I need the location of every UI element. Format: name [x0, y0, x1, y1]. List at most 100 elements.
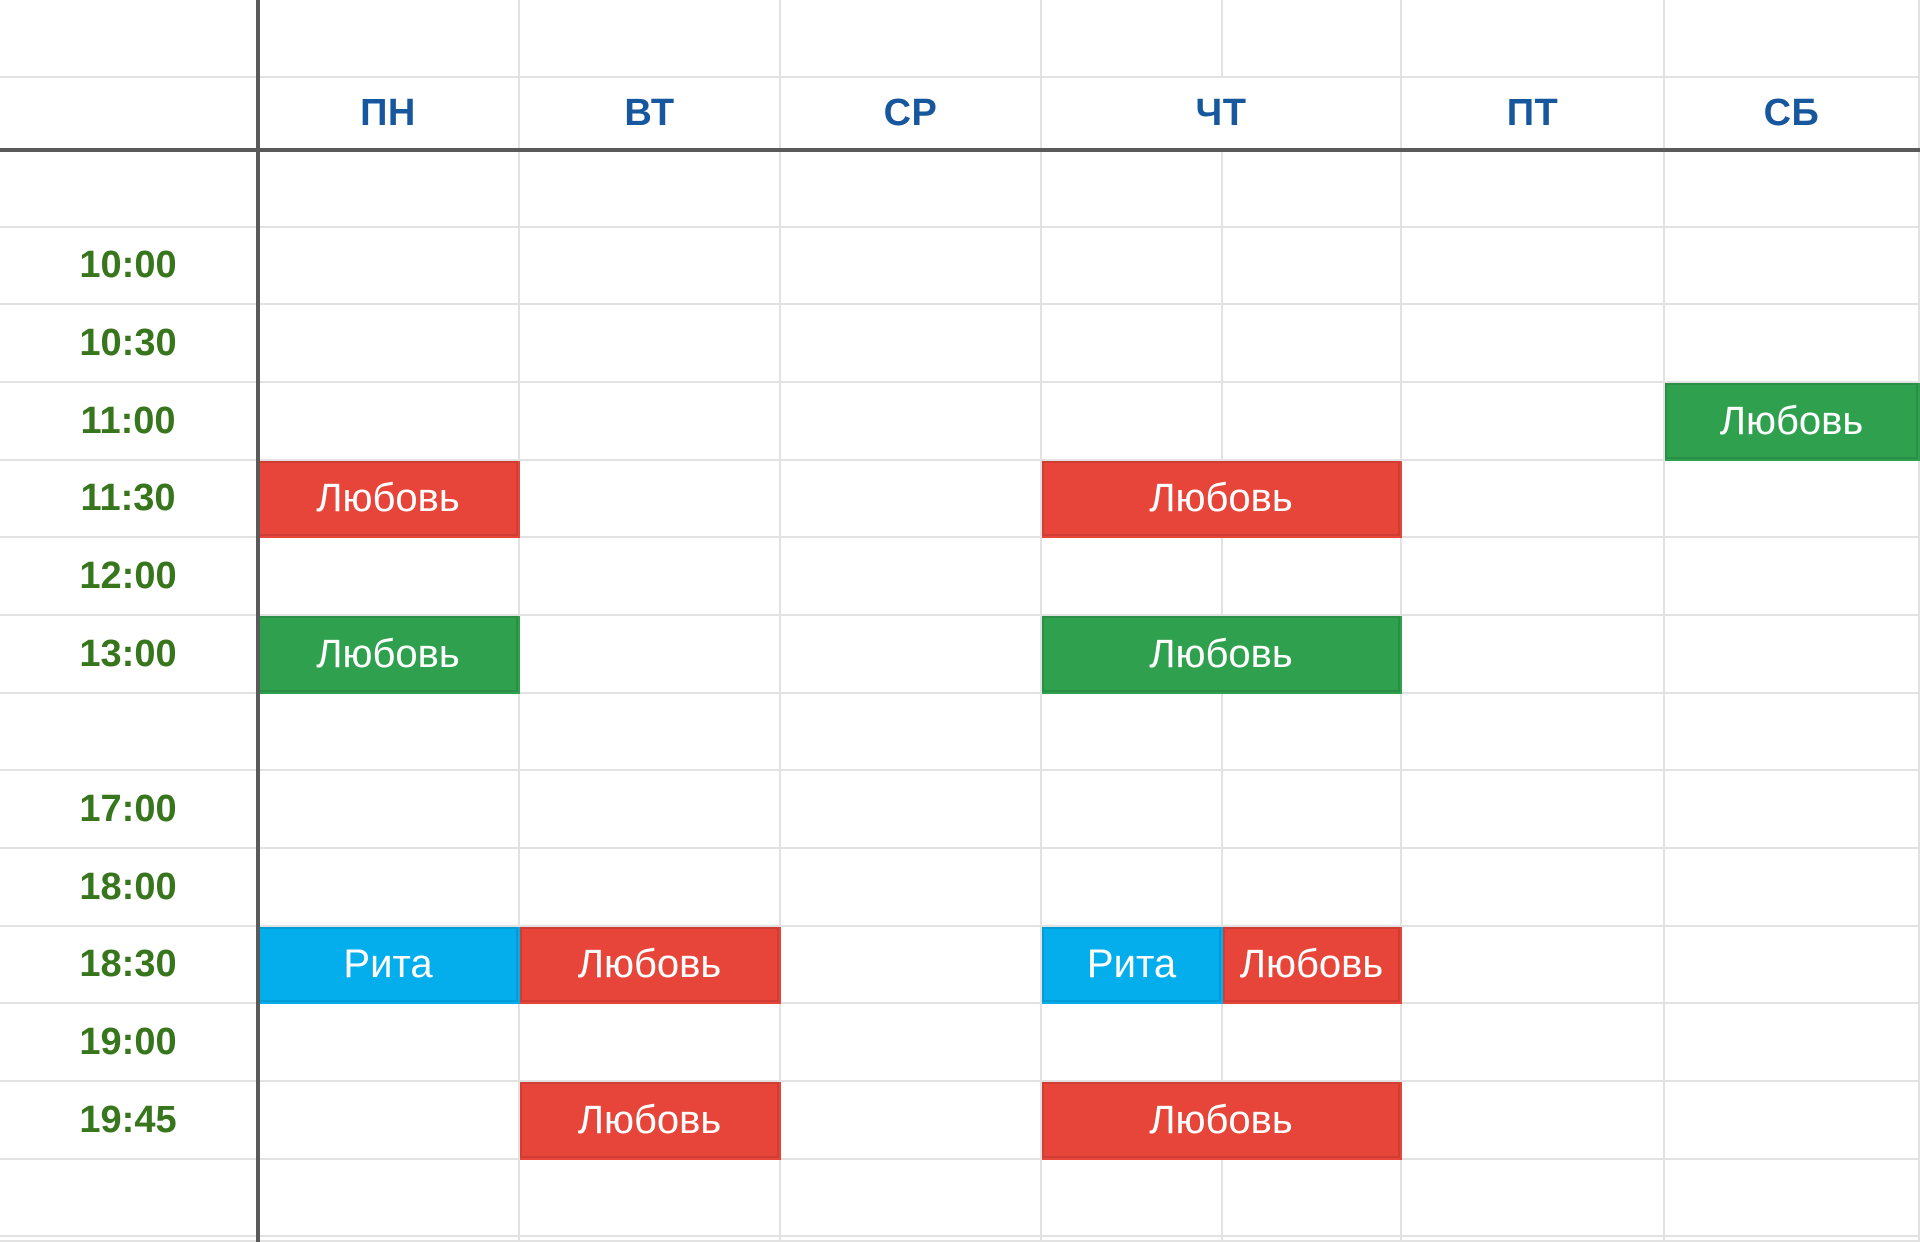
grid-cell[interactable] — [258, 538, 520, 616]
grid-cell[interactable] — [1223, 228, 1402, 305]
grid-cell[interactable] — [1402, 1082, 1665, 1160]
time-header-cell[interactable] — [0, 78, 258, 150]
grid-cell[interactable] — [258, 383, 520, 461]
grid-cell[interactable] — [781, 771, 1042, 849]
grid-cell[interactable] — [1223, 1237, 1402, 1242]
event-block[interactable]: Любовь — [520, 1082, 781, 1160]
grid-cell[interactable] — [1665, 616, 1920, 694]
grid-cell[interactable] — [1665, 1237, 1920, 1242]
grid-cell[interactable] — [1042, 1160, 1223, 1237]
grid-cell[interactable] — [781, 616, 1042, 694]
grid-cell[interactable] — [1402, 849, 1665, 927]
grid-cell[interactable] — [1042, 0, 1223, 78]
grid-cell[interactable] — [1402, 616, 1665, 694]
grid-cell[interactable] — [1223, 538, 1402, 616]
grid-cell[interactable] — [1402, 305, 1665, 383]
grid-cell[interactable] — [520, 0, 781, 78]
grid-cell[interactable] — [520, 1004, 781, 1082]
grid-cell[interactable] — [1042, 383, 1223, 461]
grid-cell[interactable] — [258, 771, 520, 849]
grid-cell[interactable] — [520, 694, 781, 771]
grid-cell[interactable] — [781, 538, 1042, 616]
grid-cell[interactable] — [1223, 383, 1402, 461]
grid-cell[interactable] — [258, 150, 520, 228]
grid-cell[interactable] — [1665, 771, 1920, 849]
grid-cell[interactable] — [781, 1237, 1042, 1242]
grid-cell[interactable] — [1402, 771, 1665, 849]
grid-cell[interactable] — [1223, 0, 1402, 78]
grid-cell[interactable] — [520, 150, 781, 228]
event-block[interactable]: Любовь — [258, 616, 520, 694]
grid-cell[interactable] — [781, 694, 1042, 771]
grid-cell[interactable] — [1042, 150, 1223, 228]
grid-cell[interactable] — [1665, 150, 1920, 228]
grid-cell[interactable] — [1402, 1004, 1665, 1082]
event-block[interactable]: Любовь — [520, 927, 781, 1004]
grid-cell[interactable] — [1665, 305, 1920, 383]
grid-cell[interactable] — [1402, 461, 1665, 538]
grid-cell[interactable] — [520, 305, 781, 383]
grid-cell[interactable] — [1223, 1160, 1402, 1237]
event-block[interactable]: Любовь — [1042, 461, 1402, 538]
grid-cell[interactable] — [781, 150, 1042, 228]
grid-cell[interactable] — [1223, 849, 1402, 927]
grid-cell[interactable] — [1402, 228, 1665, 305]
grid-cell[interactable] — [520, 461, 781, 538]
grid-cell[interactable] — [1042, 1237, 1223, 1242]
grid-cell[interactable] — [781, 927, 1042, 1004]
grid-cell[interactable] — [520, 1160, 781, 1237]
grid-cell[interactable] — [1223, 150, 1402, 228]
grid-cell[interactable] — [781, 228, 1042, 305]
grid-cell[interactable] — [1665, 228, 1920, 305]
grid-cell[interactable] — [1402, 0, 1665, 78]
grid-cell[interactable] — [1042, 849, 1223, 927]
grid-cell[interactable] — [1042, 305, 1223, 383]
grid-cell[interactable] — [520, 771, 781, 849]
grid-cell[interactable] — [781, 0, 1042, 78]
event-block[interactable]: Любовь — [1042, 616, 1402, 694]
grid-cell[interactable] — [1042, 1004, 1223, 1082]
grid-cell[interactable] — [1042, 771, 1223, 849]
grid-cell[interactable] — [781, 461, 1042, 538]
grid-cell[interactable] — [258, 228, 520, 305]
grid-cell[interactable] — [1042, 694, 1223, 771]
event-block[interactable]: Любовь — [1223, 927, 1402, 1004]
grid-cell[interactable] — [520, 849, 781, 927]
event-block[interactable]: Рита — [1042, 927, 1223, 1004]
grid-cell[interactable] — [1402, 538, 1665, 616]
grid-cell[interactable] — [781, 383, 1042, 461]
grid-cell[interactable] — [1665, 0, 1920, 78]
grid-cell[interactable] — [520, 616, 781, 694]
grid-cell[interactable] — [520, 383, 781, 461]
grid-cell[interactable] — [781, 1082, 1042, 1160]
grid-cell[interactable] — [1223, 694, 1402, 771]
grid-cell[interactable] — [1665, 461, 1920, 538]
grid-cell[interactable] — [258, 694, 520, 771]
grid-cell[interactable] — [781, 305, 1042, 383]
grid-cell[interactable] — [1402, 383, 1665, 461]
grid-cell[interactable] — [1223, 1004, 1402, 1082]
event-block[interactable]: Любовь — [258, 461, 520, 538]
event-block[interactable]: Рита — [258, 927, 520, 1004]
grid-cell[interactable] — [258, 849, 520, 927]
grid-cell[interactable] — [1042, 538, 1223, 616]
event-block[interactable]: Любовь — [1665, 383, 1920, 461]
corner-cell[interactable] — [0, 0, 258, 78]
grid-cell[interactable] — [1223, 771, 1402, 849]
grid-cell[interactable] — [258, 1004, 520, 1082]
grid-cell[interactable] — [520, 1237, 781, 1242]
grid-cell[interactable] — [1402, 150, 1665, 228]
grid-cell[interactable] — [1665, 1160, 1920, 1237]
grid-cell[interactable] — [1223, 305, 1402, 383]
grid-cell[interactable] — [1665, 849, 1920, 927]
grid-cell[interactable] — [1402, 1237, 1665, 1242]
grid-cell[interactable] — [1665, 694, 1920, 771]
grid-cell[interactable] — [781, 1160, 1042, 1237]
grid-cell[interactable] — [258, 0, 520, 78]
grid-cell[interactable] — [1665, 538, 1920, 616]
grid-cell[interactable] — [1665, 1082, 1920, 1160]
grid-cell[interactable] — [520, 538, 781, 616]
grid-cell[interactable] — [0, 1237, 258, 1242]
grid-cell[interactable] — [1665, 927, 1920, 1004]
grid-cell[interactable] — [1042, 228, 1223, 305]
